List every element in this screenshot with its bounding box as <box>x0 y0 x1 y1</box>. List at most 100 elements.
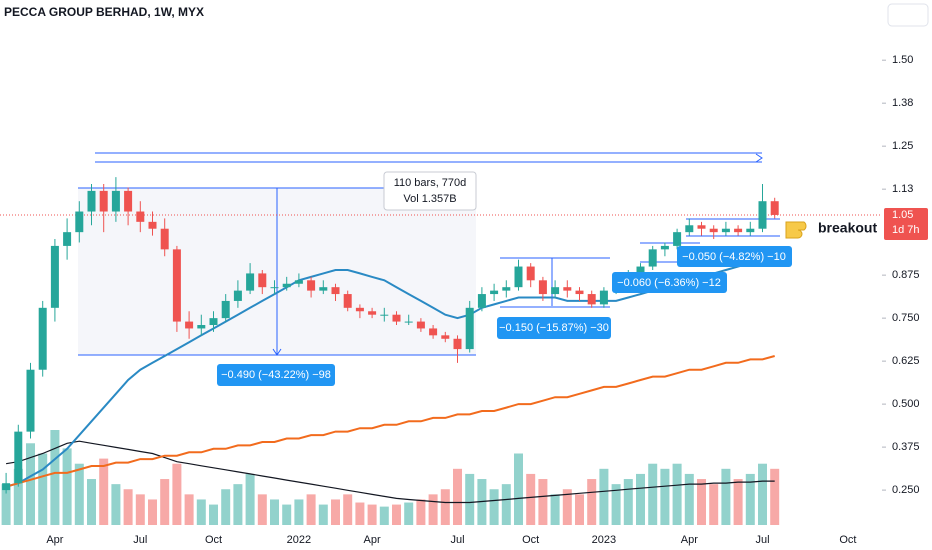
candle-body <box>63 232 72 246</box>
candle-body <box>721 228 730 233</box>
candle-body <box>502 287 511 291</box>
volume-bar <box>282 504 292 525</box>
volume-bar <box>648 463 658 525</box>
x-tick-label: 2023 <box>592 534 616 546</box>
volume-bar <box>196 499 206 525</box>
volume-bar <box>428 494 438 525</box>
volume-bar <box>721 468 731 525</box>
volume-bar <box>465 473 475 525</box>
candle-body <box>246 273 255 291</box>
x-tick-label: Apr <box>46 534 63 546</box>
volume-bar <box>745 473 755 525</box>
x-tick-label: 2022 <box>287 534 311 546</box>
y-tick-label: 1.25 <box>892 140 913 152</box>
volume-bar <box>270 499 279 525</box>
x-tick-label: Jul <box>755 534 769 546</box>
volume-bar <box>50 430 60 525</box>
y-tick-label: 0.875 <box>892 269 920 281</box>
volume-bar <box>404 502 414 525</box>
volume-bar <box>599 468 609 525</box>
candle-body <box>673 232 682 246</box>
volume-bar <box>87 479 96 525</box>
volume-bar <box>62 448 72 525</box>
price-axis: 0.250 0.375 0.500 0.625 0.750 0.875 1.13 1.25 1.… <box>46 54 928 546</box>
candle-body <box>282 283 291 288</box>
drop-label: −0.050 (−4.82%) −10 <box>682 251 786 263</box>
hand-icon <box>785 221 807 239</box>
candle-body <box>258 273 267 288</box>
volume-bar <box>123 489 133 525</box>
volume-bar <box>160 479 170 525</box>
candle-body <box>294 280 303 284</box>
candle-body <box>87 190 96 212</box>
candle-body <box>575 290 584 295</box>
volume-bar <box>367 504 377 525</box>
candle-body <box>734 228 743 233</box>
annotations: 110 bars, 770d Vol 1.357B −0.490 (−43.22… <box>217 171 877 386</box>
volume-bar <box>562 489 572 525</box>
candle-body <box>307 280 316 291</box>
candle-body <box>526 266 535 281</box>
volume-bar <box>74 463 84 525</box>
drawings <box>78 152 780 356</box>
x-tick-label: Jul <box>450 534 464 546</box>
moving-average <box>5 355 775 488</box>
range-volume: Vol 1.357B <box>403 193 456 205</box>
candle-body <box>441 335 450 339</box>
candle-body <box>270 287 279 289</box>
candle-body <box>26 369 35 432</box>
volume-bar <box>587 479 597 525</box>
candle-body <box>551 287 560 295</box>
candle-body <box>136 211 145 222</box>
volume-bar <box>623 479 633 525</box>
label-box <box>497 317 611 339</box>
volume-bar <box>343 494 353 525</box>
range-bars: 110 bars, 770d <box>394 177 467 189</box>
volume-bar <box>379 506 389 525</box>
candle-body <box>319 287 328 291</box>
volume-bar <box>770 468 780 525</box>
menu-button[interactable] <box>887 3 929 27</box>
volume-bar <box>416 499 426 525</box>
candle-body <box>368 311 377 315</box>
candle-body <box>380 314 389 316</box>
y-tick-label: 0.625 <box>892 355 920 367</box>
candle-body <box>685 225 694 233</box>
price-label-box <box>884 207 928 240</box>
volume-bar <box>538 479 548 525</box>
candle-body <box>172 249 181 322</box>
candle-body <box>453 338 462 350</box>
drop-label: −0.150 (−15.87%) −30 <box>499 322 609 334</box>
candle-body <box>38 307 47 370</box>
candle-body <box>148 221 157 229</box>
volume-bar <box>489 489 499 525</box>
candle-body <box>697 225 706 229</box>
volume-bar <box>13 468 23 525</box>
volume-bar <box>440 489 450 525</box>
volume-bar <box>636 473 645 525</box>
y-tick-label: 0.250 <box>892 484 920 496</box>
candle-body <box>50 245 59 308</box>
candle-body <box>636 266 645 274</box>
volume-bar <box>99 458 109 525</box>
candle-body <box>221 300 230 319</box>
candle-body <box>563 287 572 291</box>
y-tick-label: 0.375 <box>892 441 920 453</box>
chart-title: PECCA GROUP BERHAD, 1W, MYX <box>4 5 204 19</box>
y-tick-label: 1.38 <box>892 97 913 109</box>
candle-body <box>75 211 84 233</box>
volume-bar <box>221 489 231 525</box>
label-box <box>217 364 335 386</box>
volume-bar <box>453 468 462 525</box>
x-tick-label: Apr <box>364 534 381 546</box>
volume-bar <box>257 494 267 525</box>
volume-bar <box>306 494 316 525</box>
countdown: 1d 7h <box>892 224 920 236</box>
y-tick-label: 1.50 <box>892 54 913 66</box>
candle-body <box>160 228 169 250</box>
arrow-head <box>755 153 763 163</box>
volume-bar <box>233 484 243 525</box>
volume-bar <box>245 473 255 525</box>
candle-body <box>416 321 425 329</box>
